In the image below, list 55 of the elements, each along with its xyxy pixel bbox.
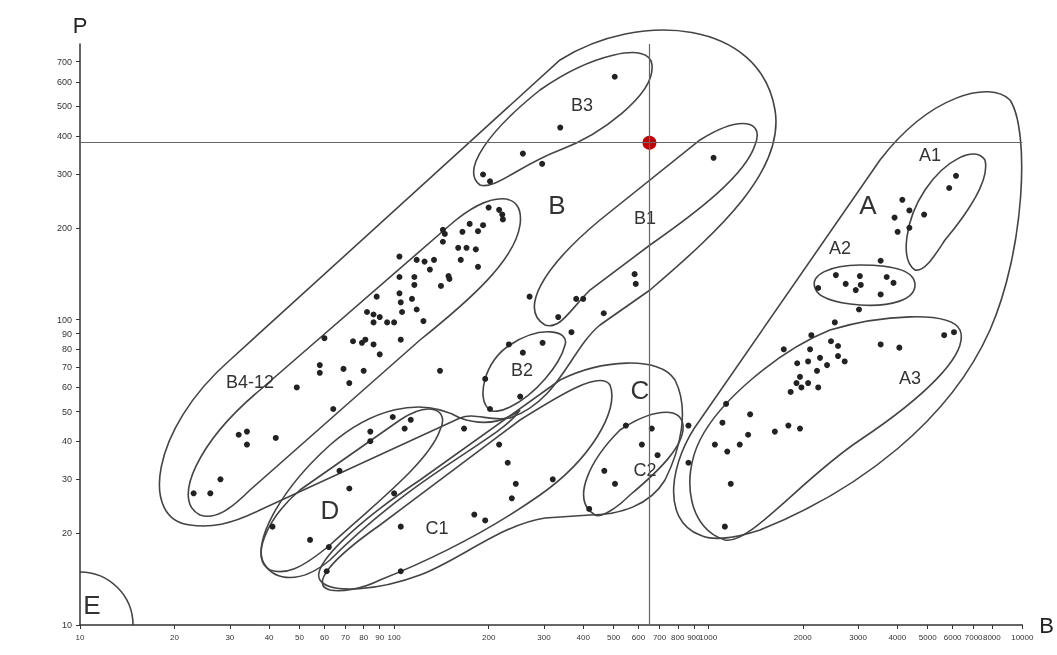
x-tick-label: 400 [576,632,591,642]
x-tick-label: 30 [225,632,235,642]
annotation: B [548,190,566,220]
x-tick-label: 200 [481,632,496,642]
x-tick-label: 60 [319,632,330,642]
x-tick-label: 80 [359,632,369,642]
x-tick-label: 600 [631,632,646,642]
x-tick-label: 4000 [888,632,907,642]
y-tick-label: 20 [61,528,72,539]
annotation: B2 [510,360,534,380]
x-tick-label: 1000 [699,632,718,642]
y-tick-label: 400 [56,130,72,141]
y-tick-label: 700 [56,56,72,67]
annotation: D [320,495,340,525]
x-tick-label: 2000 [793,632,813,642]
y-tick-label: 300 [56,169,72,180]
y-tick-label: 90 [61,328,72,339]
y-tick-label: 500 [56,101,72,112]
x-tick-label: 5000 [918,632,938,642]
annotation: A2 [828,238,852,258]
y-tick-label: 70 [61,362,72,372]
x-tick-label: 500 [606,632,621,642]
y-tick-label: 10 [61,620,72,630]
annotation: A1 [918,145,942,165]
x-tick-label: 6000 [943,632,963,642]
x-tick-label: 10000 [1011,632,1034,642]
annotation: A3 [898,368,922,388]
x-tick-label: 90 [375,632,385,642]
y-tick-label: 200 [56,222,72,233]
annotation: C1 [425,518,449,538]
annotation: B3 [570,95,594,115]
x-axis-title: B [1039,612,1055,638]
y-tick-label: 80 [61,344,72,355]
annotation: A [859,190,878,220]
y-tick-label: 30 [61,474,72,485]
x-tick-label: 300 [537,632,552,642]
y-tick-label: 60 [61,382,72,393]
y-tick-label: 600 [56,77,72,88]
x-tick-label: 700 [652,632,667,642]
x-tick-label: 70 [340,632,351,642]
x-tick-label: 100 [387,632,402,642]
x-tick-label: 800 [671,632,685,642]
x-tick-label: 20 [170,632,180,642]
x-tick-label: 10 [75,632,85,642]
x-tick-label: 3000 [849,632,868,642]
y-tick-label: 40 [61,436,72,447]
x-tick-label: 50 [295,632,305,642]
x-tick-label: 40 [264,632,275,642]
annotation: E [83,590,101,620]
y-tick-label: 50 [61,406,72,417]
x-tick-label: 8000 [982,632,1002,642]
y-tick-label: 100 [56,314,72,325]
x-tick-label: 7000 [964,632,984,642]
annotation: C [630,375,650,405]
y-axis-title: P [72,12,88,38]
